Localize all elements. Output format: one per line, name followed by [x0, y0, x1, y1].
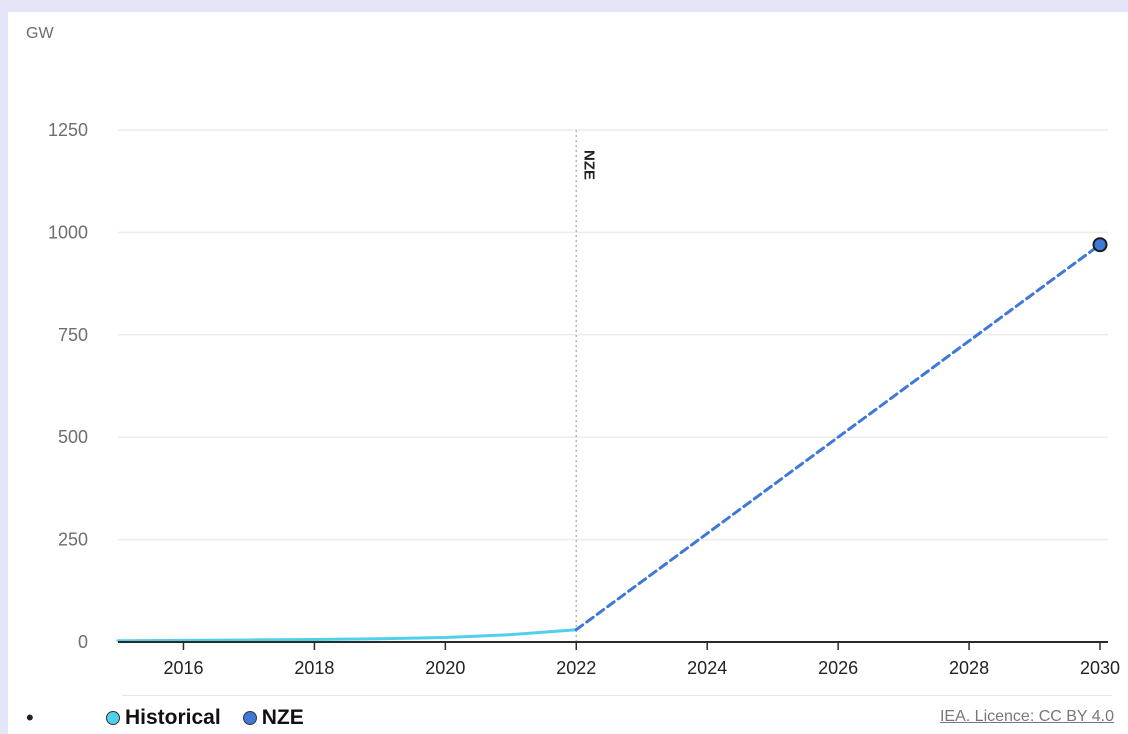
line-chart: NZE GW 0 250 500 750 1000 1250 2016 2018 2020 2022…	[26, 25, 1120, 678]
legend-swatch-historical	[106, 711, 120, 725]
x-tick-label: 2028	[949, 658, 989, 678]
x-tick-label: 2026	[818, 658, 858, 678]
x-tick-label: 2016	[163, 658, 203, 678]
footer-divider	[122, 695, 1112, 696]
bullet-icon: •	[26, 705, 34, 730]
chart-card: NZE GW 0 250 500 750 1000 1250 2016 2018 2020 2022…	[8, 12, 1128, 734]
source-credit-link[interactable]: IEA. Licence: CC BY 4.0	[939, 708, 1114, 725]
series-line-historical	[116, 628, 578, 643]
legend-label-nze: NZE	[261, 706, 304, 729]
x-tick-label: 2022	[556, 658, 596, 678]
y-tick-label: 0	[78, 632, 88, 652]
x-tick-label: 2020	[425, 658, 465, 678]
y-tick-label: 750	[58, 325, 88, 345]
data-point-nze-2030[interactable]	[1092, 237, 1108, 253]
x-tick-label: 2018	[294, 658, 334, 678]
legend-item-historical[interactable]: Historical	[106, 706, 221, 730]
legend-label-historical: Historical	[125, 706, 221, 729]
y-tick-label: 500	[58, 427, 88, 447]
y-tick-label: 250	[58, 530, 88, 550]
y-tick-label: 1000	[48, 222, 88, 242]
legend-swatch-nze	[242, 711, 257, 725]
x-tick-label: 2030	[1080, 658, 1120, 678]
y-tick-label: 1250	[48, 120, 88, 140]
legend-item-nze[interactable]: NZE	[242, 706, 304, 730]
annotation-label: NZE	[580, 150, 597, 180]
x-tick-label: 2024	[687, 658, 727, 678]
series-line-nze	[574, 243, 1102, 632]
legend: • Historical NZE	[26, 706, 326, 730]
y-axis-unit-label: GW	[26, 25, 54, 42]
